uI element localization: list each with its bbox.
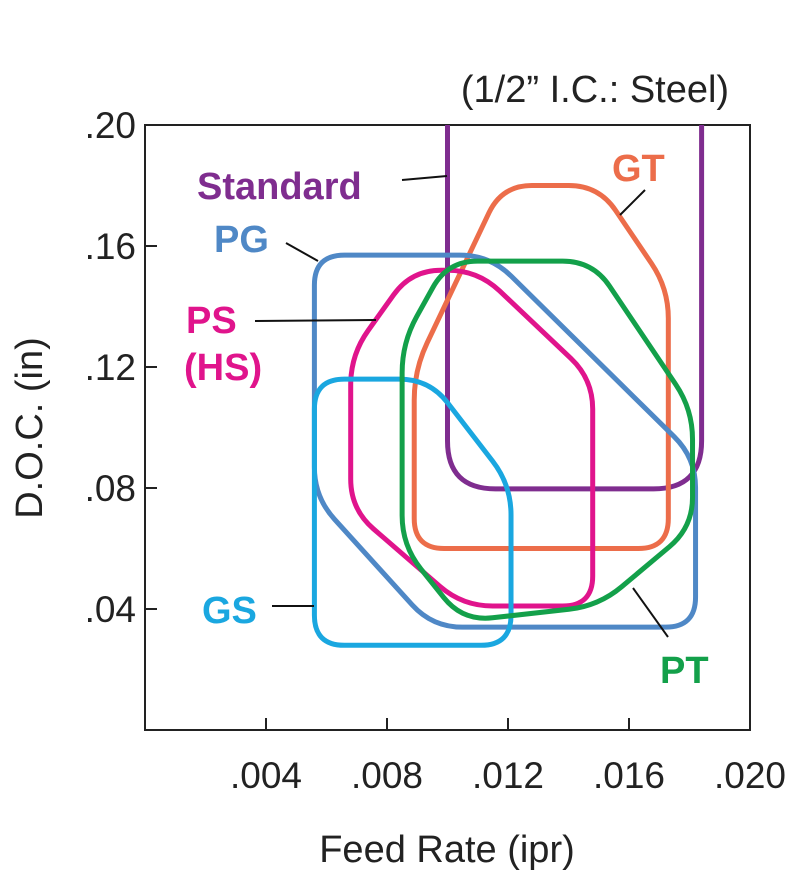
series-standard <box>445 125 705 492</box>
leader-lines <box>254 175 669 638</box>
series-gt <box>411 183 671 551</box>
label-pt: PT <box>660 650 709 692</box>
leader-pg <box>285 242 319 262</box>
leader-ps <box>254 319 377 322</box>
y-tick-label: .16 <box>85 226 136 267</box>
label-pg: PG <box>214 219 269 261</box>
x-axis-label: Feed Rate (ipr) <box>319 829 575 871</box>
leader-pt <box>632 587 669 638</box>
x-tick-label: .004 <box>230 755 302 796</box>
series-ps-hs <box>348 267 596 609</box>
y-tick-label: .04 <box>85 589 136 630</box>
ticks: .004 .008 .012 .016 .020 .04 .08 .12 .16 .20 <box>85 105 786 796</box>
series-pt <box>399 258 696 621</box>
label-gs: GS <box>202 590 257 632</box>
chart-title: (1/2” I.C.: Steel) <box>461 69 729 111</box>
leader-gt <box>619 189 646 216</box>
x-tick-label: .008 <box>351 755 423 796</box>
x-tick-label: .016 <box>593 755 665 796</box>
label-standard: Standard <box>197 166 362 208</box>
leader-standard <box>401 175 448 181</box>
x-tick-label: .012 <box>472 755 544 796</box>
y-tick-label: .08 <box>85 468 136 509</box>
y-axis-label: D.O.C. (in) <box>9 337 51 519</box>
label-ps: PS <box>186 300 237 342</box>
label-gt: GT <box>612 148 665 190</box>
series-group <box>311 125 705 648</box>
label-hs: (HS) <box>184 347 262 389</box>
x-tick-label: .020 <box>714 755 786 796</box>
y-tick-label: .12 <box>85 347 136 388</box>
y-tick-label: .20 <box>85 105 136 146</box>
series-gs <box>311 376 514 648</box>
